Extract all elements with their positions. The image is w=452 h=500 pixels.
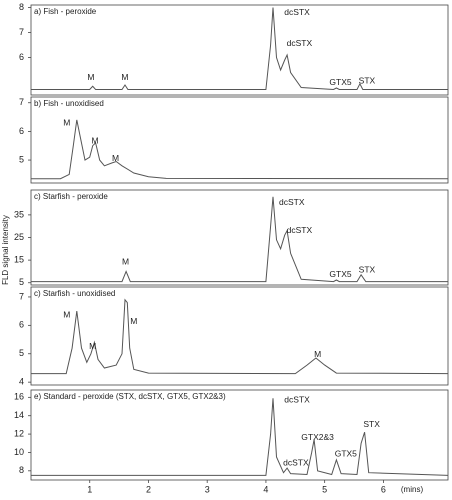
x-tick-label: 5 xyxy=(322,484,327,494)
peak-label: M xyxy=(89,341,96,351)
x-tick-label: 1 xyxy=(87,484,92,494)
y-tick-label: 7 xyxy=(19,291,24,301)
y-tick-label: 10 xyxy=(14,447,24,457)
peak-label: STX xyxy=(363,419,380,429)
panel-title: b) Fish - unoxidised xyxy=(34,99,104,108)
peak-label: GTX2&3 xyxy=(301,432,334,442)
panel-title: e) Standard - peroxide (STX, dcSTX, GTX5… xyxy=(34,392,226,401)
y-tick-label: 12 xyxy=(14,428,24,438)
peak-label: dcSTX xyxy=(287,38,313,48)
peak-label: M xyxy=(63,117,70,127)
y-tick-label: 6 xyxy=(19,126,24,136)
peak-label: M xyxy=(121,72,128,82)
panel-title: c) Starfish - peroxide xyxy=(34,192,108,201)
y-tick-label: 5 xyxy=(19,154,24,164)
panel-title: c) Starfish - unoxidised xyxy=(34,289,115,298)
peak-label: dcSTX xyxy=(283,457,309,467)
trace xyxy=(31,298,449,375)
x-tick-label: 6 xyxy=(381,484,386,494)
y-axis-label: FLD signal intensity xyxy=(1,215,10,285)
peak-label: M xyxy=(87,72,94,82)
x-tick-label: 3 xyxy=(205,484,210,494)
trace xyxy=(31,196,448,283)
y-tick-label: 35 xyxy=(14,209,24,219)
peak-label: M xyxy=(122,257,129,267)
y-tick-label: 8 xyxy=(19,465,24,475)
peak-label: dcSTX xyxy=(279,197,305,207)
y-tick-label: 7 xyxy=(19,27,24,37)
x-tick-label: 4 xyxy=(263,484,268,494)
y-tick-label: 16 xyxy=(14,392,24,402)
panel-frame xyxy=(30,189,449,286)
peak-label: dcSTX xyxy=(284,394,310,404)
y-tick-label: 5 xyxy=(19,348,24,358)
y-tick-label: 14 xyxy=(14,410,24,420)
panel-frame xyxy=(30,286,449,386)
y-tick-label: 6 xyxy=(19,52,24,62)
peak-label: M xyxy=(91,135,98,145)
peak-label: M xyxy=(130,316,137,326)
y-tick-label: 25 xyxy=(14,232,24,242)
panel-frame xyxy=(30,96,449,184)
peak-label: GTX5 xyxy=(329,269,351,279)
y-tick-label: 7 xyxy=(19,97,24,107)
peak-label: GTX5 xyxy=(329,77,351,87)
y-tick-label: 8 xyxy=(19,2,24,12)
peak-label: STX xyxy=(359,76,376,86)
y-tick-label: 5 xyxy=(19,277,24,287)
y-tick-label: 15 xyxy=(14,254,24,264)
trace xyxy=(31,7,448,91)
trace xyxy=(31,119,449,180)
peak-label: dcSTX xyxy=(287,225,313,235)
x-tick-label: 2 xyxy=(146,484,151,494)
trace xyxy=(31,398,449,476)
y-tick-label: 6 xyxy=(19,320,24,330)
y-tick-label: 4 xyxy=(19,377,24,387)
peak-label: M xyxy=(112,153,119,163)
peak-label: STX xyxy=(359,265,376,275)
x-axis-label: (mins) xyxy=(401,485,424,494)
peak-label: M xyxy=(314,349,321,359)
peak-label: GTX5 xyxy=(335,449,357,459)
panel-title: a) Fish - peroxide xyxy=(34,7,97,16)
peak-label: dcSTX xyxy=(284,7,310,17)
panel-frame xyxy=(30,4,449,96)
peak-label: M xyxy=(63,309,70,319)
panel-frame xyxy=(30,389,449,481)
